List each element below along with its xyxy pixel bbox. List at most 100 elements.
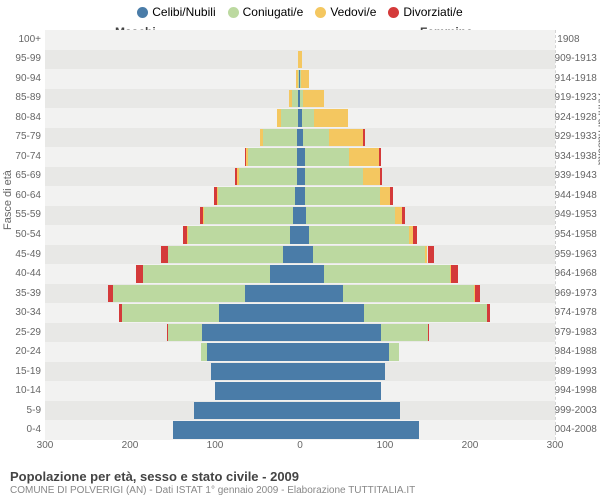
footer: Popolazione per età, sesso e stato civil… [10,469,590,496]
pyramid-row [45,401,555,421]
bar-segment-female [314,109,348,127]
legend-swatch [228,7,239,18]
pyramid-row [45,323,555,343]
bar-segment-male [161,246,168,264]
pyramid-row [45,225,555,245]
bar-segment-male [270,265,300,283]
bar-segment-female [300,343,389,361]
bar-segment-female [300,265,324,283]
legend-item: Celibi/Nubili [137,5,215,19]
pyramid-row [45,245,555,265]
bar-segment-female [329,129,363,147]
legend-label: Divorziati/e [403,5,462,19]
bar-segment-female [300,402,400,420]
bar-segment-male [245,285,300,303]
pyramid-row [45,264,555,284]
bar-segment-male [207,343,301,361]
bar-segment-female [390,187,393,205]
pyramid-row [45,108,555,128]
bar-segment-female [305,148,349,166]
bar-segment-male [188,226,290,244]
bar-segment-female [428,324,429,342]
bar-segment-male [136,265,143,283]
age-label: 30-34 [0,308,45,318]
chart-title: Popolazione per età, sesso e stato civil… [10,469,590,484]
legend-label: Vedovi/e [330,5,376,19]
legend: Celibi/Nubili Coniugati/e Vedovi/e Divorzia… [0,5,600,21]
bar-segment-female [379,148,381,166]
bar-segment-male [194,402,300,420]
bar-segment-male [218,187,295,205]
age-label: 15-19 [0,367,45,377]
bar-segment-male [219,304,300,322]
y-right-title: Anni di nascita [596,93,600,165]
age-label: 95-99 [0,54,45,64]
age-label: 50-54 [0,230,45,240]
bar-segment-female [300,285,343,303]
bar-segment-male [122,304,220,322]
age-label: 80-84 [0,113,45,123]
bar-segment-female [475,285,480,303]
legend-item: Divorziati/e [388,5,462,19]
legend-swatch [137,7,148,18]
pyramid-chart: Celibi/Nubili Coniugati/e Vedovi/e Divorzia… [0,0,600,500]
bar-segment-male [183,226,187,244]
pyramid-row [45,303,555,323]
bar-segment-female [363,168,380,186]
age-label: 70-74 [0,152,45,162]
age-label: 10-14 [0,386,45,396]
bar-segment-female [300,363,385,381]
pyramid-row [45,186,555,206]
bar-segment-female [380,168,382,186]
bar-segment-male [173,421,301,439]
x-tick-label: 300 [547,440,564,451]
bar-segment-female [402,207,405,225]
bar-segment-female [301,70,310,88]
bar-segment-male [281,109,298,127]
bar-segment-female [324,265,450,283]
x-tick-label: 100 [377,440,394,451]
pyramid-row [45,284,555,304]
bar-segment-male [290,226,300,244]
bar-segment-female [303,129,329,147]
bar-segment-female [389,343,399,361]
bar-segment-female [300,421,419,439]
bar-segment-female [300,304,364,322]
bar-segment-male [202,324,300,342]
pyramid-row [45,30,555,50]
pyramid-row [45,50,555,70]
bar-segment-female [313,246,425,264]
pyramid-row [45,381,555,401]
bar-segment-male [214,187,217,205]
age-label: 100+ [0,35,45,45]
bar-segment-female [305,187,380,205]
pyramid-row [45,128,555,148]
age-label: 5-9 [0,406,45,416]
bar-segment-male [200,207,203,225]
y-left-title: Fasce di età [2,170,14,230]
x-tick-label: 100 [207,440,224,451]
bar-segment-female [300,246,313,264]
pyramid-row [45,420,555,440]
bar-segment-male [237,168,239,186]
bar-segment-female [309,226,409,244]
bar-segment-male [246,148,249,166]
bar-segment-male [239,168,297,186]
bar-segment-male [168,324,202,342]
bar-segment-male [263,129,297,147]
pyramid-row [45,147,555,167]
bar-segment-male [211,363,300,381]
x-tick-label: 200 [122,440,139,451]
y-axis-left: 100+95-9990-9485-8980-8475-7970-7465-696… [0,30,45,440]
bar-segment-female [303,90,323,108]
age-label: 20-24 [0,347,45,357]
bar-segment-male [113,285,245,303]
bar-segment-male [248,148,297,166]
bar-segment-female [380,187,390,205]
bar-segment-male [260,129,263,147]
bar-segment-male [292,90,299,108]
x-axis: 3002001000100200300 [45,440,555,460]
bar-segment-male [204,207,293,225]
legend-item: Coniugati/e [228,5,304,19]
bar-segment-male [277,109,281,127]
